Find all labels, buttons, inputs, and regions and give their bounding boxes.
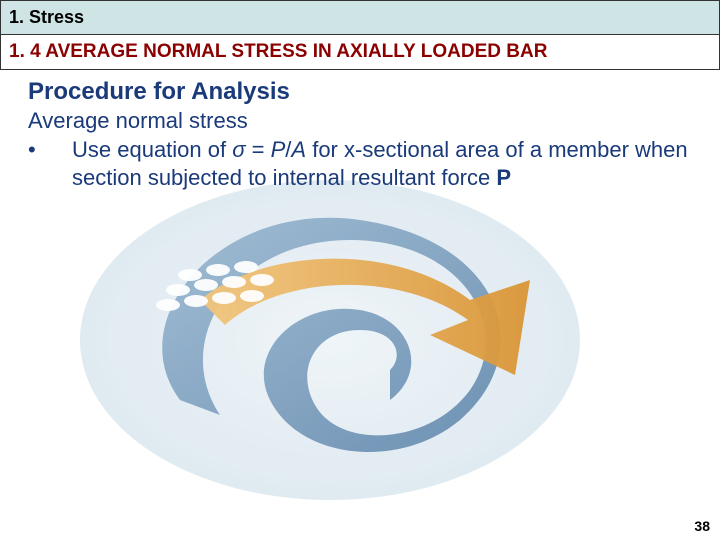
page-number: 38: [694, 518, 710, 534]
bullet-item: • Use equation of σ = P/A for x-sectiona…: [28, 136, 700, 191]
chapter-title: 1. Stress: [9, 7, 84, 27]
sigma-symbol: σ: [232, 137, 245, 162]
var-a: A: [291, 137, 306, 162]
var-p1: P: [271, 137, 286, 162]
content-heading: Procedure for Analysis: [28, 78, 700, 106]
bullet-marker: •: [28, 136, 72, 191]
slide-content: Procedure for Analysis Average normal st…: [0, 70, 720, 191]
eq-mid: =: [246, 137, 271, 162]
var-p2: P: [496, 165, 511, 190]
chapter-title-bar: 1. Stress: [0, 0, 720, 35]
bullet-text: Use equation of σ = P/A for x-sectional …: [72, 136, 700, 191]
section-title-bar: 1. 4 AVERAGE NORMAL STRESS IN AXIALLY LO…: [0, 35, 720, 70]
bullet-pre: Use equation of: [72, 137, 232, 162]
content-subheading: Average normal stress: [28, 108, 700, 134]
section-title: 1. 4 AVERAGE NORMAL STRESS IN AXIALLY LO…: [9, 41, 547, 62]
background-logo: [60, 170, 600, 510]
